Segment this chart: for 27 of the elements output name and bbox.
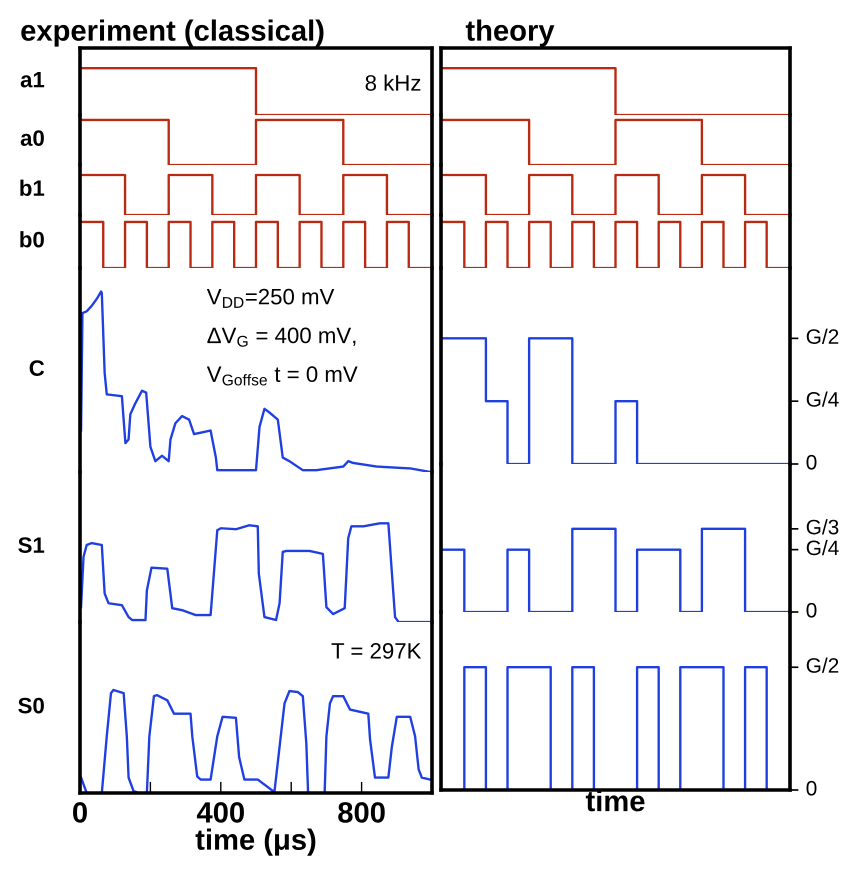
annotation: V$_{DD}$=250 mV bbox=[206, 288, 334, 308]
y-axis-title: S0 bbox=[18, 698, 44, 714]
annotation: ΔV$_{G}$ = 400 mV, bbox=[207, 328, 356, 347]
x-tick-label: 400 bbox=[196, 802, 244, 823]
x-axis-title: time (μs) bbox=[196, 828, 316, 856]
text: G/2 bbox=[806, 658, 838, 673]
y-axis-title: a0 bbox=[20, 130, 44, 146]
text: G/4 bbox=[806, 540, 839, 556]
text: G/2 bbox=[806, 328, 838, 344]
x-tick-label: 800 bbox=[338, 802, 385, 823]
text: G/3 bbox=[806, 519, 838, 534]
chart-title: theory bbox=[466, 19, 554, 47]
y-axis-title: b0 bbox=[20, 231, 44, 248]
text: 0 bbox=[806, 602, 816, 618]
y-axis-title: C bbox=[30, 360, 44, 376]
y-axis-title: b1 bbox=[20, 180, 44, 196]
annotation: 8 kHz bbox=[366, 74, 420, 91]
chart-title: experiment (classical) bbox=[21, 19, 324, 47]
text: 0 bbox=[806, 454, 816, 470]
text: 0 bbox=[806, 780, 816, 796]
text: G/4 bbox=[806, 391, 839, 407]
x-tick-label: 0 bbox=[73, 802, 87, 823]
annotation: V$_{Goffse}$ t = 0 mV bbox=[206, 366, 358, 386]
y-axis-title: a1 bbox=[20, 72, 44, 88]
x-axis-title: time bbox=[586, 790, 644, 812]
y-axis-title: S1 bbox=[18, 537, 44, 553]
text: T = 297K bbox=[332, 643, 422, 659]
